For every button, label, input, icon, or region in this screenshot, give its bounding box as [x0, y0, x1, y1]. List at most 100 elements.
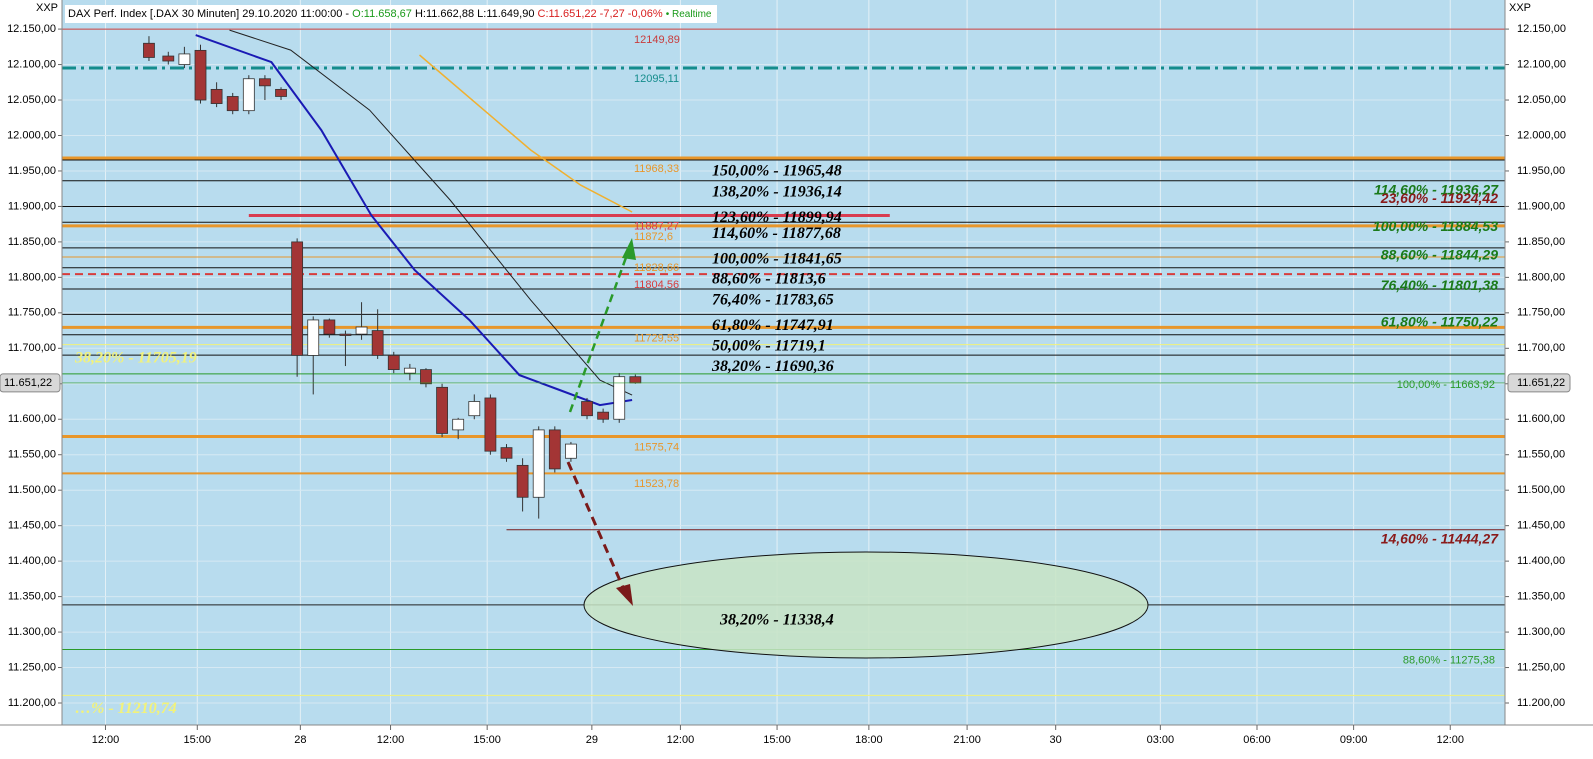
y-tick-label: 11.850,00: [1517, 236, 1565, 248]
candle-body: [403, 367, 416, 374]
fib-label: 38,20% - 11690,36: [711, 358, 834, 375]
price-line-label: 11523,78: [634, 478, 679, 490]
x-tick-label: 15:00: [184, 734, 212, 746]
level-label: 100,00% - 11884,53: [1373, 218, 1498, 234]
y-tick-label: 11.350,00: [8, 591, 56, 603]
plot: [62, 0, 1505, 725]
y-tick-label: 12.150,00: [7, 23, 56, 35]
y-tick-label: 11.900,00: [8, 200, 56, 212]
price-line-label: 12149,89: [634, 34, 680, 46]
y-tick-label: 11.200,00: [1517, 697, 1565, 709]
x-tick-label: 03:00: [1147, 734, 1175, 746]
header-open: O:11.658,67: [352, 8, 412, 20]
labels: 150,00% - 11965,48 138,20% - 11936,14 123,…: [74, 34, 1495, 717]
candle-body: [339, 333, 352, 336]
x-tick-label: 12:00: [377, 734, 405, 746]
y-tick-label: 12.150,00: [1517, 23, 1566, 35]
price-line-label: 11729,55: [634, 332, 679, 344]
header-close: C:11.651,22 -7,27 -0,06%: [538, 8, 663, 20]
fib-label: 100,00% - 11841,65: [712, 250, 842, 267]
candle-body: [210, 88, 223, 104]
x-tick-label: 29: [586, 734, 598, 746]
candle-body: [581, 401, 593, 417]
x-tick-label: 15:00: [763, 734, 791, 746]
x-tick-label: 15:00: [473, 734, 501, 746]
fib-label: 61,80% - 11747,91: [712, 317, 834, 334]
y-tick-label: 11.250,00: [8, 661, 56, 673]
y-tick-label: 12.050,00: [1517, 94, 1566, 106]
fib-label: 76,40% - 11783,65: [712, 292, 834, 309]
level-label: 114,60% - 11936,27: [1374, 181, 1499, 197]
x-tick-label: 12:00: [667, 734, 695, 746]
x-tick-label: 12:00: [1436, 734, 1464, 746]
y-tick-label: 11.300,00: [8, 626, 56, 638]
y-tick-label: 11.950,00: [8, 165, 56, 177]
price-line-label: 11828,66: [634, 262, 679, 274]
y-tick-label: 12.100,00: [7, 58, 56, 70]
candle-body: [452, 418, 465, 431]
header: DAX Perf. Index [.DAX 30 Minuten] 29.10.…: [65, 5, 717, 23]
price-line-label: 11872,6: [634, 231, 673, 243]
fib-label: 123,60% - 11899,94: [712, 209, 842, 226]
y-tick-label: 11.750,00: [1517, 307, 1565, 319]
target-ellipse: [583, 551, 1149, 659]
candle-body: [629, 376, 642, 384]
price-line-label: 38,20% - 11705,19: [74, 349, 197, 366]
price-line-label: 11887,27: [634, 220, 679, 232]
candle-body: [194, 49, 207, 101]
candle-body: [500, 447, 513, 459]
y-tick-label: 11.400,00: [8, 555, 56, 567]
candle-body: [291, 241, 304, 356]
fib-label: 150,00% - 11965,48: [712, 163, 842, 180]
last-price-label: 11.651,22: [4, 377, 52, 389]
y-tick-label: 11.800,00: [1517, 271, 1565, 283]
y-tick-label: 11.350,00: [1517, 591, 1565, 603]
y-tick-label: 11.450,00: [8, 520, 56, 532]
header-low: L:11.649,90: [477, 8, 534, 20]
y-tick-label: 11.500,00: [8, 484, 56, 496]
candle-body: [371, 330, 384, 356]
y-tick-label: 11.400,00: [1517, 555, 1565, 567]
y-tick-label: 11.300,00: [1517, 626, 1565, 638]
y-tick-label: 11.900,00: [1517, 200, 1565, 212]
candle-body: [143, 42, 155, 58]
y-tick-label: 11.700,00: [1517, 342, 1565, 354]
drawings: 38,20% - 11338,4: [566, 238, 1149, 659]
fib-label: 88,60% - 11813,6: [712, 270, 826, 287]
level-label: 76,40% - 11801,38: [1381, 277, 1498, 293]
candle-body: [613, 376, 626, 420]
price-line-label: 12095,11: [634, 73, 679, 85]
header-high: H:11.662,88: [415, 8, 474, 20]
candle-body: [420, 369, 432, 385]
candle-body: [387, 355, 400, 370]
fib-label: 138,20% - 11936,14: [712, 183, 842, 200]
price-line-label: 11575,74: [634, 441, 679, 453]
price-line-label: …% - 11210,74: [75, 700, 177, 717]
x-tick-label: 18:00: [855, 734, 883, 746]
candle-body: [468, 401, 481, 417]
target-label: 38,20% - 11338,4: [719, 612, 834, 629]
candle-body: [484, 397, 497, 452]
y-tick-label: 11.750,00: [8, 307, 56, 319]
y-tick-label: 11.550,00: [1517, 449, 1565, 461]
y-tick-label: 11.800,00: [8, 271, 56, 283]
y-tick-label: 11.550,00: [8, 449, 56, 461]
x-tick-label: 21:00: [953, 734, 981, 746]
candle-body: [516, 464, 529, 498]
up-arrow-head: [622, 238, 636, 260]
candle-body: [275, 88, 287, 97]
price-line-label: 11804,56: [634, 279, 679, 291]
candle-body: [307, 319, 320, 356]
candle-body: [436, 386, 448, 434]
level-label: 61,80% - 11750,22: [1381, 313, 1498, 329]
y-tick-label: 11.200,00: [8, 697, 56, 709]
down-arrow-head: [616, 584, 633, 606]
axis-caption-left: XXP: [36, 2, 58, 14]
price-line-label: 100,00% - 11663,92: [1397, 379, 1495, 391]
level-label: 88,60% - 11844,29: [1381, 247, 1498, 263]
candle-body: [548, 429, 561, 470]
last-price-box: [1507, 373, 1571, 393]
y-tick-label: 12.050,00: [7, 94, 56, 106]
candle-body: [532, 429, 545, 498]
candle-body: [323, 319, 336, 335]
